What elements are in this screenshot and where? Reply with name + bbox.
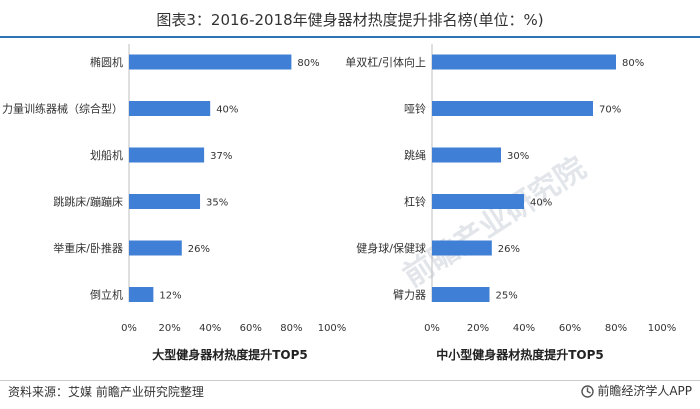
- brand-text: 前瞻经济学人APP: [597, 384, 692, 398]
- category-label: 健身球/保健球: [356, 241, 426, 255]
- brand-logo-icon: [581, 385, 595, 398]
- page-title: 图表3：2016-2018年健身器材热度提升排名榜(单位：%): [156, 11, 544, 29]
- x-tick-label: 20%: [158, 323, 180, 334]
- category-label: 举重床/卧推器: [53, 241, 123, 255]
- bar: [432, 240, 492, 256]
- x-tick-label: 100%: [318, 323, 347, 334]
- bar: [432, 287, 490, 302]
- data-label: 26%: [498, 244, 520, 255]
- data-label: 37%: [210, 151, 232, 162]
- category-label: 倒立机: [90, 288, 123, 302]
- category-label: 力量训练器械（综合型）: [2, 102, 123, 116]
- category-label: 跳绳: [404, 148, 426, 162]
- data-label: 25%: [496, 291, 518, 302]
- x-tick-label: 40%: [199, 323, 221, 334]
- x-tick-label: 0%: [424, 323, 440, 334]
- data-label: 80%: [622, 58, 644, 69]
- category-label: 臂力器: [393, 289, 426, 302]
- category-label: 跳跳床/蹦蹦床: [53, 195, 123, 209]
- bar: [129, 240, 182, 256]
- bar: [432, 101, 593, 116]
- x-tick-label: 80%: [280, 323, 302, 334]
- data-label: 80%: [297, 58, 319, 69]
- bar: [432, 194, 524, 209]
- bar: [129, 194, 201, 209]
- category-label: 椭圆机: [90, 55, 123, 69]
- chart-title: 大型健身器材热度提升TOP5: [152, 347, 308, 362]
- data-label: 35%: [206, 198, 228, 209]
- source-note: 资料来源：艾媒 前瞻产业研究院整理: [8, 385, 204, 399]
- x-tick-label: 0%: [121, 323, 137, 334]
- x-tick-label: 60%: [240, 323, 262, 334]
- bar: [129, 54, 292, 70]
- category-label: 哑铃: [404, 102, 426, 116]
- bar: [432, 147, 501, 163]
- data-label: 70%: [599, 105, 621, 116]
- x-tick-label: 20%: [467, 323, 489, 334]
- footer-rule: [0, 380, 700, 381]
- chart-title: 中小型健身器材热度提升TOP5: [436, 347, 604, 362]
- bar: [129, 147, 205, 163]
- data-label: 40%: [530, 198, 552, 209]
- data-label: 12%: [159, 291, 181, 302]
- brand: 前瞻经济学人APP: [581, 382, 692, 399]
- data-label: 40%: [216, 105, 238, 116]
- x-tick-label: 80%: [605, 323, 627, 334]
- bar: [432, 54, 616, 70]
- x-tick-label: 40%: [513, 323, 535, 334]
- category-label: 单双杠/引体向上: [345, 55, 426, 69]
- bar: [129, 101, 211, 116]
- category-label: 划船机: [90, 148, 123, 162]
- title-rule: [0, 36, 700, 38]
- x-tick-label: 100%: [648, 323, 677, 334]
- category-label: 杠铃: [404, 195, 426, 209]
- data-label: 26%: [188, 244, 210, 255]
- x-tick-label: 60%: [559, 323, 581, 334]
- bar: [129, 287, 154, 302]
- data-label: 30%: [507, 151, 529, 162]
